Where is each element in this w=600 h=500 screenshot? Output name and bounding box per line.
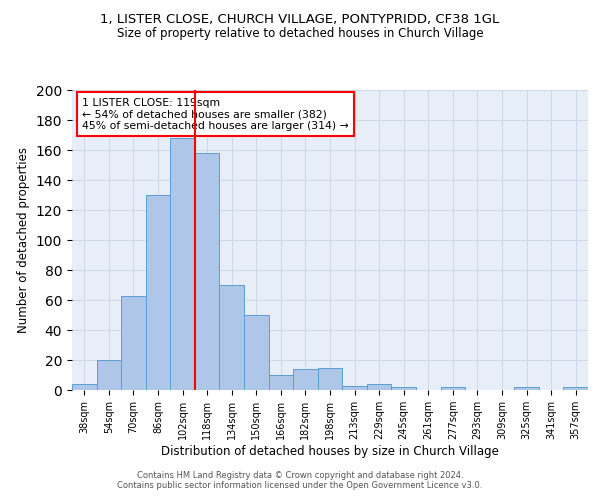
Bar [220,285,244,390]
Bar [97,360,121,390]
Bar [195,153,220,390]
Text: 1, LISTER CLOSE, CHURCH VILLAGE, PONTYPRIDD, CF38 1GL: 1, LISTER CLOSE, CHURCH VILLAGE, PONTYPR… [100,12,500,26]
Bar [244,315,269,390]
Bar [293,369,318,390]
Bar [121,296,146,390]
Bar [170,138,195,390]
Bar [72,384,97,390]
Text: 1 LISTER CLOSE: 119sqm
← 54% of detached houses are smaller (382)
45% of semi-de: 1 LISTER CLOSE: 119sqm ← 54% of detached… [82,98,349,130]
Bar [440,387,465,390]
Bar [342,386,367,390]
Y-axis label: Number of detached properties: Number of detached properties [17,147,30,333]
Bar [391,387,416,390]
X-axis label: Distribution of detached houses by size in Church Village: Distribution of detached houses by size … [161,445,499,458]
Text: Contains HM Land Registry data © Crown copyright and database right 2024.
Contai: Contains HM Land Registry data © Crown c… [118,470,482,490]
Bar [318,368,342,390]
Bar [269,375,293,390]
Bar [563,387,588,390]
Bar [514,387,539,390]
Bar [146,195,170,390]
Bar [367,384,391,390]
Text: Size of property relative to detached houses in Church Village: Size of property relative to detached ho… [116,28,484,40]
